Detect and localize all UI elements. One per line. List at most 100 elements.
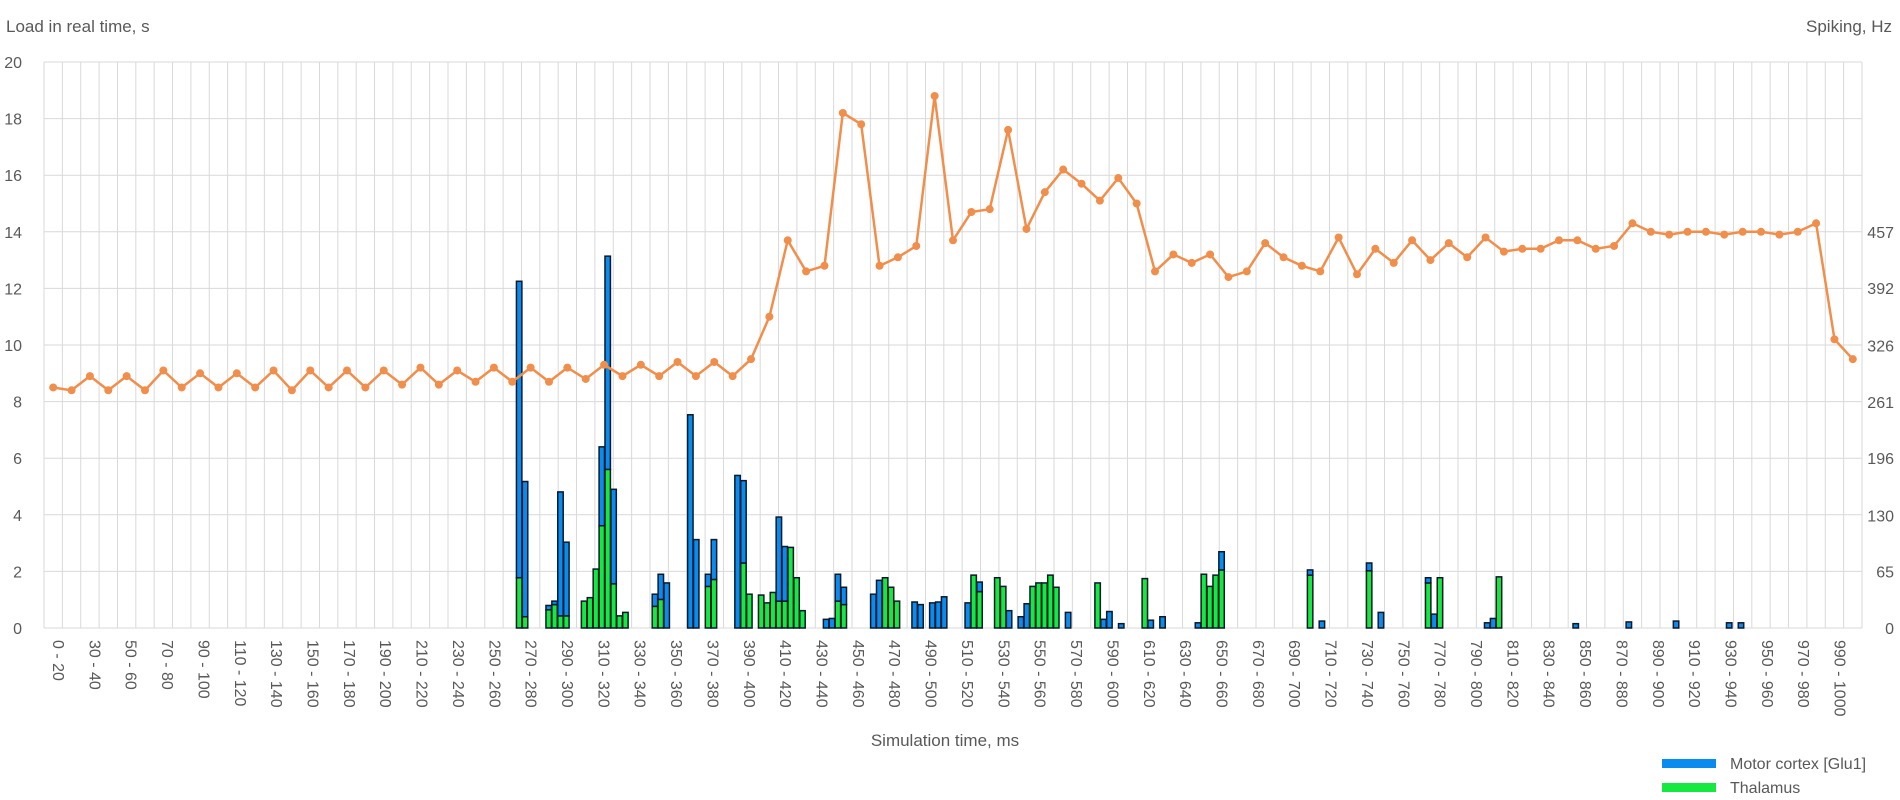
bar-motor-cortex [610,488,618,585]
load-line-point [1077,179,1086,188]
load-line-point [287,386,296,395]
load-line-point [1463,253,1472,262]
load-line-point [251,383,260,392]
load-line-point [1720,230,1729,239]
load-line-point [912,241,921,250]
load-line-point [122,372,131,381]
x-axis-title: Simulation time, ms [871,731,1019,750]
load-line-point [177,383,186,392]
x-tick-label: 930 - 940 [1722,640,1739,708]
bar-thalamus [592,568,600,629]
y-left-tick-label: 16 [4,168,22,185]
bar-motor-cortex [917,603,925,629]
x-tick-label: 310 - 320 [594,640,611,708]
bar-thalamus [551,603,559,629]
bar-motor-cortex [1625,621,1633,629]
load-line-point [232,369,241,378]
x-tick-label: 890 - 900 [1649,640,1666,708]
load-line-point [1095,196,1104,205]
bar-thalamus [1218,569,1226,629]
x-tick-label: 70 - 80 [158,640,175,690]
x-tick-label: 630 - 640 [1176,640,1193,708]
x-tick-label: 790 - 800 [1467,640,1484,708]
load-line-point [838,108,847,117]
bar-thalamus [999,585,1007,629]
y-left-tick-label: 4 [13,508,22,525]
load-line-point [67,386,76,395]
load-line-point [508,377,517,386]
x-tick-label: 510 - 520 [958,640,975,708]
x-tick-label: 410 - 420 [776,640,793,708]
load-line-point [1224,273,1233,282]
load-line-point [1022,224,1031,233]
bar-motor-cortex [934,601,942,629]
bar-thalamus [893,600,901,629]
bar-motor-cortex [710,538,718,581]
bar-motor-cortex [739,479,747,564]
bar-thalamus [739,562,747,629]
load-line-point [1279,253,1288,262]
x-tick-label: 370 - 380 [703,640,720,708]
load-line-point [1793,227,1802,236]
bar-thalamus [769,591,777,629]
load-line-point [1059,165,1068,174]
load-line-point [1610,241,1619,250]
load-line-point [1187,258,1196,267]
legend-swatch [1662,759,1716,768]
load-line-point [1830,335,1839,344]
y-right-axis-title: Spiking, Hz [1806,17,1892,36]
load-line-point [857,120,866,129]
bar-thalamus [1495,576,1503,629]
bar-motor-cortex [781,545,789,602]
bar-motor-cortex [1159,615,1167,629]
x-tick-label: 470 - 480 [885,640,902,708]
y-right-tick-label: 392 [1867,281,1894,298]
x-tick-label: 90 - 100 [194,640,211,699]
bar-motor-cortex [1017,615,1025,629]
load-line-point [673,357,682,366]
bar-thalamus [745,593,753,629]
x-tick-label: 170 - 180 [340,640,357,708]
bar-motor-cortex [551,600,559,606]
bar-motor-cortex [1430,613,1438,629]
spiking-bars [515,255,1745,629]
load-line-point [104,386,113,395]
bar-thalamus [704,585,712,629]
load-line-point [1004,125,1013,134]
bar-thalamus [651,605,659,629]
bar-motor-cortex [1725,622,1733,629]
bar-motor-cortex [545,604,553,611]
load-line-point [1206,250,1215,259]
load-line-point [361,383,370,392]
bar-motor-cortex [562,541,570,617]
load-line-point [1444,239,1453,248]
y-left-tick-label: 6 [13,451,22,468]
load-line-point [453,366,462,375]
x-tick-label: 750 - 760 [1394,640,1411,708]
bar-motor-cortex [1318,620,1326,629]
x-tick-label: 490 - 500 [922,640,939,708]
bar-thalamus [586,596,594,629]
x-tick-label: 0 - 20 [49,640,66,681]
x-tick-label: 150 - 160 [303,640,320,708]
load-line-point [1151,267,1159,276]
bar-motor-cortex [1572,622,1580,629]
bar-thalamus [1365,570,1373,629]
x-tick-label: 250 - 260 [485,640,502,708]
legend-label: Motor cortex [Glu1] [1730,756,1866,773]
bar-motor-cortex [1105,610,1113,629]
x-tick-label: 650 - 660 [1212,640,1229,708]
x-tick-label: 390 - 400 [740,640,757,708]
bar-thalamus [621,611,629,629]
y-right-tick-label: 326 [1867,338,1894,355]
load-line-point [765,312,774,321]
y-left-tick-label: 12 [4,281,22,298]
load-line-point [1646,227,1655,236]
load-line-point [1389,258,1398,267]
load-line-point [875,261,884,270]
y-right-tick-label: 261 [1867,395,1894,412]
bar-motor-cortex [775,516,783,602]
load-line-point [581,374,590,383]
bar-motor-cortex [1023,602,1031,629]
bar-motor-cortex [1489,617,1497,629]
